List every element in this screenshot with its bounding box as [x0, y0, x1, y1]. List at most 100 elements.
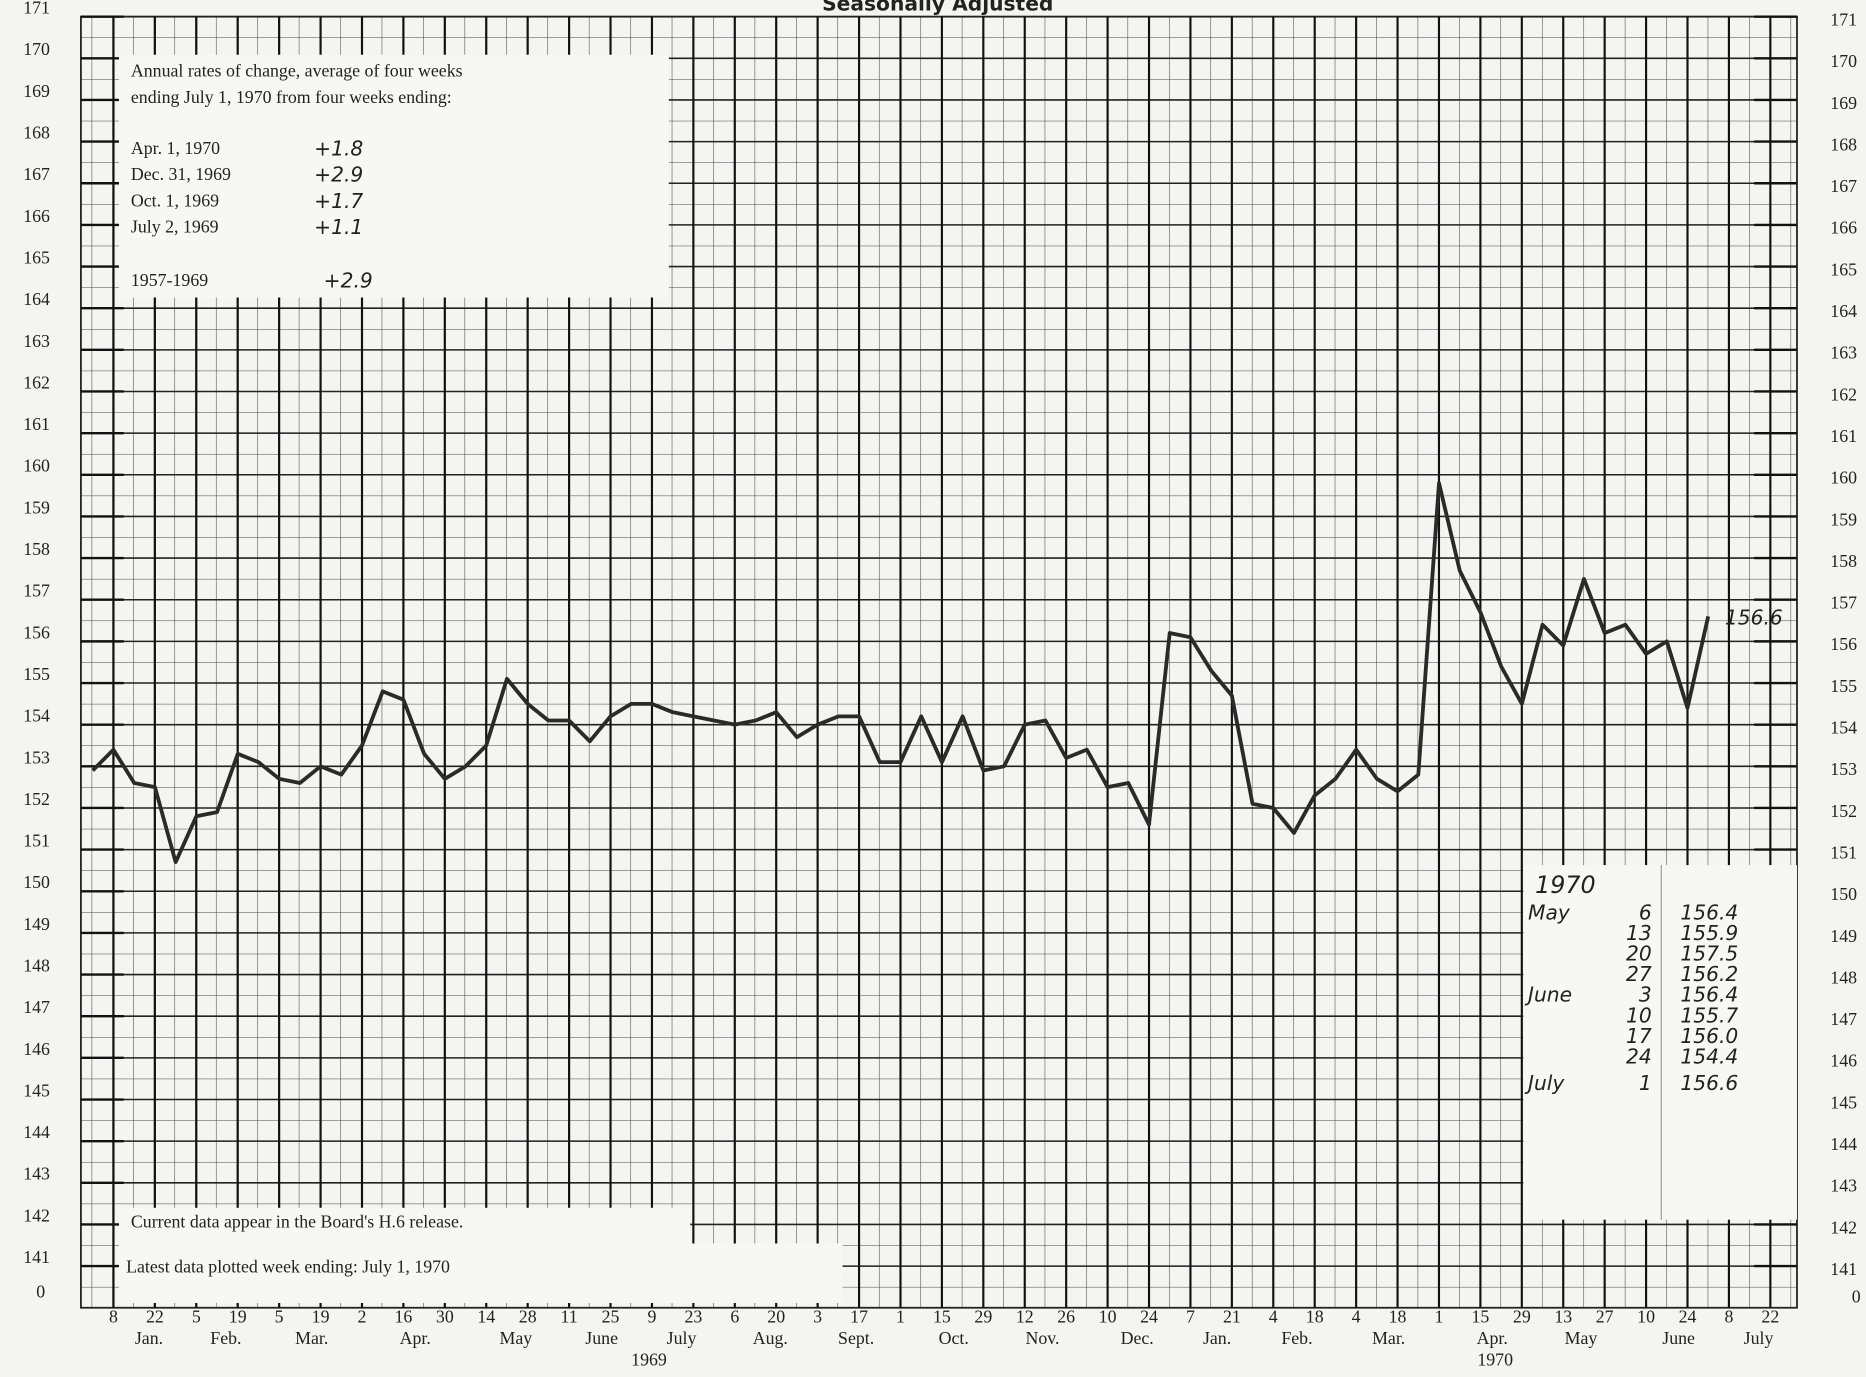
- chart-title: Seasonally Adjusted: [822, 0, 1053, 15]
- month-label: May: [1565, 1328, 1598, 1348]
- x-tick-label: 25: [602, 1307, 620, 1327]
- y-tick-label-right: 171: [1830, 10, 1857, 30]
- x-tick-label: 11: [561, 1307, 578, 1327]
- table-day: 20: [1626, 942, 1652, 966]
- y-tick-label-right: 165: [1830, 259, 1857, 279]
- note: Current data appear in the Board's H.6 r…: [131, 1211, 463, 1231]
- x-tick-label: 24: [1140, 1307, 1158, 1327]
- y-tick-label: 164: [23, 289, 50, 309]
- y-tick-label: 160: [23, 456, 50, 476]
- y-tick-label-right: 167: [1830, 176, 1857, 196]
- month-label: Aug.: [753, 1328, 788, 1348]
- month-label: Dec.: [1121, 1328, 1154, 1348]
- table-value: 156.6: [1680, 1071, 1738, 1095]
- x-tick-label: 28: [519, 1307, 537, 1327]
- x-tick-label: 4: [1269, 1307, 1278, 1327]
- table-month: May: [1528, 900, 1571, 924]
- y-tick-label: 171: [23, 0, 50, 18]
- x-tick-label: 15: [933, 1307, 951, 1327]
- x-tick-label: 19: [312, 1307, 330, 1327]
- table-day: 1: [1639, 1071, 1652, 1095]
- table-value: 156.4: [1680, 900, 1738, 924]
- table-year: 1970: [1535, 871, 1596, 899]
- table-month: July: [1524, 1071, 1565, 1095]
- y-tick-label-right: 149: [1830, 926, 1857, 946]
- y-tick-label: 162: [23, 372, 50, 392]
- table-day: 27: [1626, 962, 1652, 986]
- y-tick-label: 166: [23, 206, 50, 226]
- table-day: 3: [1639, 983, 1652, 1007]
- y-tick-label-right: 162: [1830, 384, 1857, 404]
- y-break-label: 0: [36, 1282, 45, 1302]
- y-tick-label: 147: [23, 997, 50, 1017]
- x-tick-label: 20: [767, 1307, 785, 1327]
- month-label: Mar.: [1372, 1328, 1405, 1348]
- y-tick-label: 159: [23, 497, 50, 517]
- x-tick-label: 6: [730, 1307, 739, 1327]
- x-tick-label: 8: [109, 1307, 118, 1327]
- data-line: [91, 481, 1711, 865]
- y-tick-label: 144: [23, 1122, 50, 1142]
- x-tick-label: 3: [813, 1307, 822, 1327]
- y-tick-label-right: 146: [1830, 1051, 1857, 1071]
- y-tick-label: 146: [23, 1039, 50, 1059]
- y-tick-label: 167: [23, 164, 50, 184]
- y-tick-label-right: 151: [1830, 842, 1857, 862]
- x-tick-label: 15: [1471, 1307, 1489, 1327]
- x-tick-label: 29: [974, 1307, 992, 1327]
- x-tick-label: 10: [1637, 1307, 1655, 1327]
- x-tick-label: 10: [1099, 1307, 1117, 1327]
- table-box: [1523, 865, 1797, 1220]
- x-tick-label: 1: [896, 1307, 905, 1327]
- y-tick-label: 148: [23, 956, 50, 976]
- y-tick-label: 161: [23, 414, 50, 434]
- y-tick-label: 149: [23, 914, 50, 934]
- y-tick-label-right: 150: [1830, 884, 1857, 904]
- x-tick-label: 21: [1223, 1307, 1241, 1327]
- y-tick-label-right: 153: [1830, 759, 1857, 779]
- x-tick-label: 1: [1435, 1307, 1444, 1327]
- y-tick-label: 141: [23, 1247, 50, 1267]
- y-tick-label-right: 141: [1830, 1259, 1857, 1279]
- rates-value: +1.8: [314, 136, 363, 160]
- y-tick-label-right: 169: [1830, 93, 1857, 113]
- y-tick-label-right: 159: [1830, 509, 1857, 529]
- rates-label: Oct. 1, 1969: [131, 190, 219, 210]
- y-tick-label-right: 163: [1830, 343, 1857, 363]
- x-tick-label: 8: [1724, 1307, 1733, 1327]
- y-tick-label-right: 147: [1830, 1009, 1857, 1029]
- x-tick-label: 4: [1352, 1307, 1361, 1327]
- x-tick-label: 17: [850, 1307, 868, 1327]
- rates-value: +1.7: [314, 189, 363, 213]
- y-tick-label-right: 155: [1830, 676, 1857, 696]
- table-value: 156.0: [1680, 1024, 1738, 1048]
- rates-label: Dec. 31, 1969: [131, 164, 231, 184]
- month-label: Mar.: [295, 1328, 328, 1348]
- rates-heading: ending July 1, 1970 from four weeks endi…: [131, 87, 452, 107]
- month-label: Sept.: [838, 1328, 874, 1348]
- y-tick-label-right: 152: [1830, 801, 1857, 821]
- x-tick-label: 18: [1306, 1307, 1324, 1327]
- y-tick-label: 143: [23, 1164, 50, 1184]
- y-tick-label-right: 166: [1830, 218, 1857, 238]
- x-tick-label: 30: [436, 1307, 454, 1327]
- y-tick-label: 157: [23, 581, 50, 601]
- year-label: 1969: [631, 1349, 667, 1369]
- y-tick-label: 169: [23, 81, 50, 101]
- table-day: 17: [1626, 1024, 1652, 1048]
- month-label: Feb.: [210, 1328, 241, 1348]
- x-tick-label: 12: [1016, 1307, 1034, 1327]
- table-value: 156.4: [1680, 983, 1738, 1007]
- rates-value: +2.9: [324, 269, 373, 293]
- month-label: Apr.: [400, 1328, 431, 1348]
- table-value: 156.2: [1680, 962, 1738, 986]
- y-tick-label: 145: [23, 1080, 50, 1100]
- x-tick-label: 29: [1513, 1307, 1531, 1327]
- table-day: 6: [1639, 900, 1652, 924]
- table-value: 155.7: [1680, 1003, 1738, 1027]
- y-tick-label: 153: [23, 747, 50, 767]
- y-tick-label-right: 168: [1830, 134, 1857, 154]
- month-label: June: [1662, 1328, 1695, 1348]
- table-month: June: [1524, 983, 1572, 1007]
- x-tick-label: 9: [647, 1307, 656, 1327]
